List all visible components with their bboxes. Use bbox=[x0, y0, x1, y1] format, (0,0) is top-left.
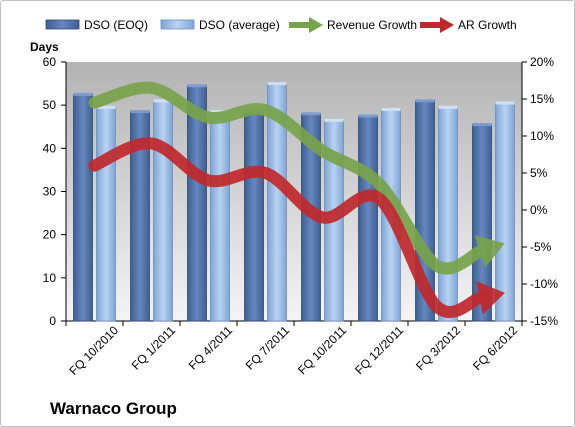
x-tick-label: FQ 7/2011 bbox=[243, 323, 293, 373]
legend: DSO (EOQ) DSO (average) Revenue Growth AR G… bbox=[45, 17, 517, 33]
bar-top bbox=[130, 110, 150, 114]
x-tick-label: FQ 12/2011 bbox=[352, 323, 406, 377]
legend-swatch bbox=[45, 19, 80, 30]
x-tick-label: FQ 1/2011 bbox=[129, 323, 179, 373]
series-arrowhead bbox=[476, 281, 505, 315]
legend-label: DSO (average) bbox=[199, 18, 280, 32]
bar bbox=[438, 106, 458, 322]
bar-top bbox=[358, 114, 378, 118]
legend-arrowhead bbox=[309, 17, 323, 33]
right-tick-label: -5% bbox=[530, 240, 552, 254]
x-tick-label: FQ 3/2012 bbox=[413, 323, 463, 373]
bar-top bbox=[187, 84, 207, 88]
bar-top bbox=[381, 107, 401, 111]
bar-top bbox=[324, 118, 344, 122]
x-tick-label: FQ 10/2010 bbox=[66, 323, 121, 378]
bar bbox=[96, 106, 116, 322]
legend-label: Revenue Growth bbox=[327, 18, 417, 32]
y-axis-title: Days bbox=[30, 40, 59, 54]
right-tick-label: 20% bbox=[530, 55, 554, 69]
bar bbox=[210, 111, 230, 322]
left-tick-label: 60 bbox=[43, 55, 57, 69]
series-arrowhead bbox=[474, 235, 505, 268]
left-tick-label: 30 bbox=[43, 185, 57, 199]
bar-top bbox=[73, 92, 93, 96]
x-tick-label: FQ 4/2011 bbox=[186, 323, 236, 373]
arrow-layer bbox=[88, 81, 505, 318]
legend-label: AR Growth bbox=[458, 18, 517, 32]
x-tick-label: FQ 10/2011 bbox=[295, 323, 349, 377]
bar-top bbox=[267, 82, 287, 86]
right-tick-label: 15% bbox=[530, 92, 554, 106]
bar-top bbox=[438, 105, 458, 109]
bar-top bbox=[96, 105, 116, 109]
x-tick-label: FQ 6/2012 bbox=[470, 323, 520, 373]
bar-top bbox=[415, 99, 435, 103]
right-tick-label: -15% bbox=[530, 314, 558, 328]
legend-arrowhead bbox=[440, 17, 454, 33]
bar bbox=[495, 102, 515, 322]
left-tick-label: 50 bbox=[43, 98, 57, 112]
right-tick-label: -10% bbox=[530, 277, 558, 291]
bar-top bbox=[472, 123, 492, 127]
right-tick-label: 0% bbox=[530, 203, 548, 217]
left-tick-label: 10 bbox=[43, 271, 57, 285]
left-tick-label: 40 bbox=[43, 141, 57, 155]
legend-label: DSO (EOQ) bbox=[84, 18, 148, 32]
bar bbox=[244, 111, 264, 322]
left-tick-label: 0 bbox=[49, 314, 56, 328]
right-tick-label: 5% bbox=[530, 166, 548, 180]
bar bbox=[358, 115, 378, 322]
series-line bbox=[88, 137, 486, 318]
bar-top bbox=[495, 101, 515, 105]
bar bbox=[153, 100, 173, 322]
left-tick-label: 20 bbox=[43, 228, 57, 242]
bar bbox=[73, 93, 93, 322]
series-line bbox=[88, 81, 486, 275]
chart-title: Warnaco Group bbox=[50, 399, 177, 418]
right-tick-label: 10% bbox=[530, 129, 554, 143]
bar-top bbox=[301, 112, 321, 116]
bar-top bbox=[153, 99, 173, 103]
legend-swatch bbox=[160, 19, 195, 30]
